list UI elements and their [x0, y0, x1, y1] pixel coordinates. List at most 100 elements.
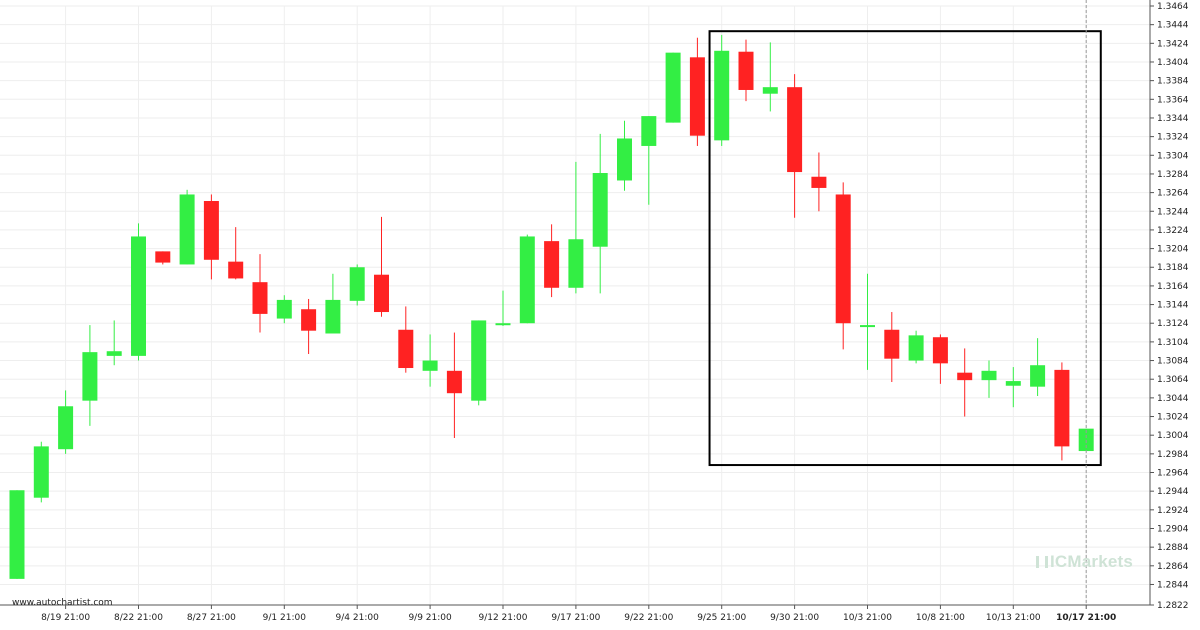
candle-body	[811, 176, 827, 188]
x-tick-label: 9/4 21:00	[336, 613, 380, 623]
candle-body	[9, 490, 25, 579]
bullish-candle	[641, 116, 657, 205]
candle-body	[471, 320, 487, 401]
bearish-candle	[446, 332, 462, 438]
y-tick-label: 1.2904	[1157, 524, 1189, 534]
y-tick-label: 1.3144	[1157, 301, 1189, 311]
x-tick-label: 8/19 21:00	[41, 613, 90, 623]
candle-body	[884, 329, 900, 359]
bearish-candle	[252, 254, 268, 333]
bearish-candle	[689, 37, 705, 146]
candle-body	[1005, 381, 1021, 386]
y-tick-label: 1.3164	[1157, 282, 1189, 292]
bearish-candle	[811, 152, 827, 212]
y-tick-label: 1.2924	[1157, 506, 1189, 516]
candle-body	[519, 236, 535, 324]
watermark-icon	[1036, 556, 1048, 568]
candle-body	[568, 239, 584, 288]
x-tick-label: 10/8 21:00	[916, 613, 965, 623]
candle-body	[58, 406, 74, 450]
y-tick-label: 1.3404	[1157, 58, 1189, 68]
bullish-candle	[981, 360, 997, 398]
bearish-candle	[374, 216, 389, 317]
bullish-candle	[325, 273, 341, 334]
y-tick-label: 1.3004	[1157, 431, 1189, 441]
y-tick-label: 1.2964	[1157, 469, 1189, 479]
bullish-candle	[617, 120, 632, 191]
x-tick-label: 9/1 21:00	[263, 613, 307, 623]
bearish-candle	[228, 227, 244, 280]
bullish-candle	[33, 441, 49, 503]
x-tick-label: 9/17 21:00	[551, 613, 600, 623]
y-tick-label: 1.3264	[1157, 189, 1189, 199]
y-tick-label: 1.2984	[1157, 450, 1189, 460]
bullish-candle	[422, 334, 438, 387]
candle-body	[1030, 365, 1046, 387]
source-label[interactable]: www.autochartist.com	[12, 598, 113, 608]
grid-lines	[0, 5, 1150, 606]
bullish-candle	[276, 295, 292, 324]
bearish-candle	[835, 182, 851, 350]
candle-body	[689, 57, 705, 136]
candle-body	[932, 337, 948, 364]
candle-body	[908, 335, 924, 361]
candle-body	[787, 87, 803, 173]
candle-body	[179, 194, 195, 265]
x-tick-label: 9/22 21:00	[624, 613, 673, 623]
candle-body	[155, 251, 171, 263]
bullish-candle	[1005, 367, 1021, 408]
candle-body	[714, 50, 730, 141]
x-tick-label: 10/17 21:00	[1056, 613, 1116, 623]
y-tick-label: 1.3124	[1157, 319, 1189, 329]
candle-body	[981, 370, 997, 381]
bearish-candle	[1054, 362, 1070, 461]
candle-body	[325, 299, 341, 334]
candle-body	[1078, 428, 1094, 452]
candle-body	[957, 372, 973, 381]
candle-body	[374, 274, 389, 313]
bearish-candle	[787, 74, 803, 218]
candle-body	[641, 116, 657, 146]
bullish-candle	[471, 320, 487, 406]
bullish-candle	[714, 34, 730, 146]
candle-body	[398, 329, 414, 369]
y-tick-label: 1.3224	[1157, 226, 1189, 236]
broker-watermark: ICMarkets	[1036, 552, 1133, 572]
y-tick-label: 1.2864	[1157, 562, 1189, 572]
bullish-candle	[665, 52, 681, 123]
candle-body	[301, 309, 317, 331]
y-tick-label: 1.2844	[1157, 580, 1189, 590]
candle-body	[762, 87, 778, 94]
bearish-candle	[932, 334, 948, 384]
y-tick-label: 1.3104	[1157, 338, 1189, 348]
watermark-text: ICMarkets	[1050, 552, 1134, 571]
y-tick-label: 1.3364	[1157, 95, 1189, 105]
bearish-candle	[884, 312, 900, 383]
candle-body	[617, 138, 632, 181]
bearish-candle	[203, 194, 219, 280]
bearish-candle	[155, 251, 171, 265]
bearish-candle	[544, 224, 560, 298]
candle-body	[276, 299, 292, 319]
y-tick-label: 1.3324	[1157, 133, 1189, 143]
x-tick-label: 9/25 21:00	[697, 613, 746, 623]
candle-body	[228, 261, 244, 279]
bullish-candle	[9, 490, 25, 579]
x-tick-label: 9/30 21:00	[770, 613, 819, 623]
y-tick-label: 1.3444	[1157, 21, 1189, 31]
candle-body	[33, 446, 49, 498]
y-tick-label: 1.3284	[1157, 170, 1189, 180]
bullish-candle	[58, 390, 74, 454]
y-tick-label: 1.2944	[1157, 487, 1189, 497]
candle-body	[860, 325, 875, 328]
axes: 1.2822 1.2844 1.2864 1.2884 1.2904 1.2924 1.29…	[0, 0, 1189, 623]
candle-body	[495, 323, 511, 326]
y-tick-label: 1.3244	[1157, 207, 1189, 217]
y-tick-label: 1.3084	[1157, 357, 1189, 367]
candle-body	[835, 194, 851, 324]
candle-series	[9, 34, 1094, 579]
bullish-candle	[349, 264, 365, 306]
candle-body	[544, 241, 560, 288]
candle-body	[203, 201, 219, 260]
